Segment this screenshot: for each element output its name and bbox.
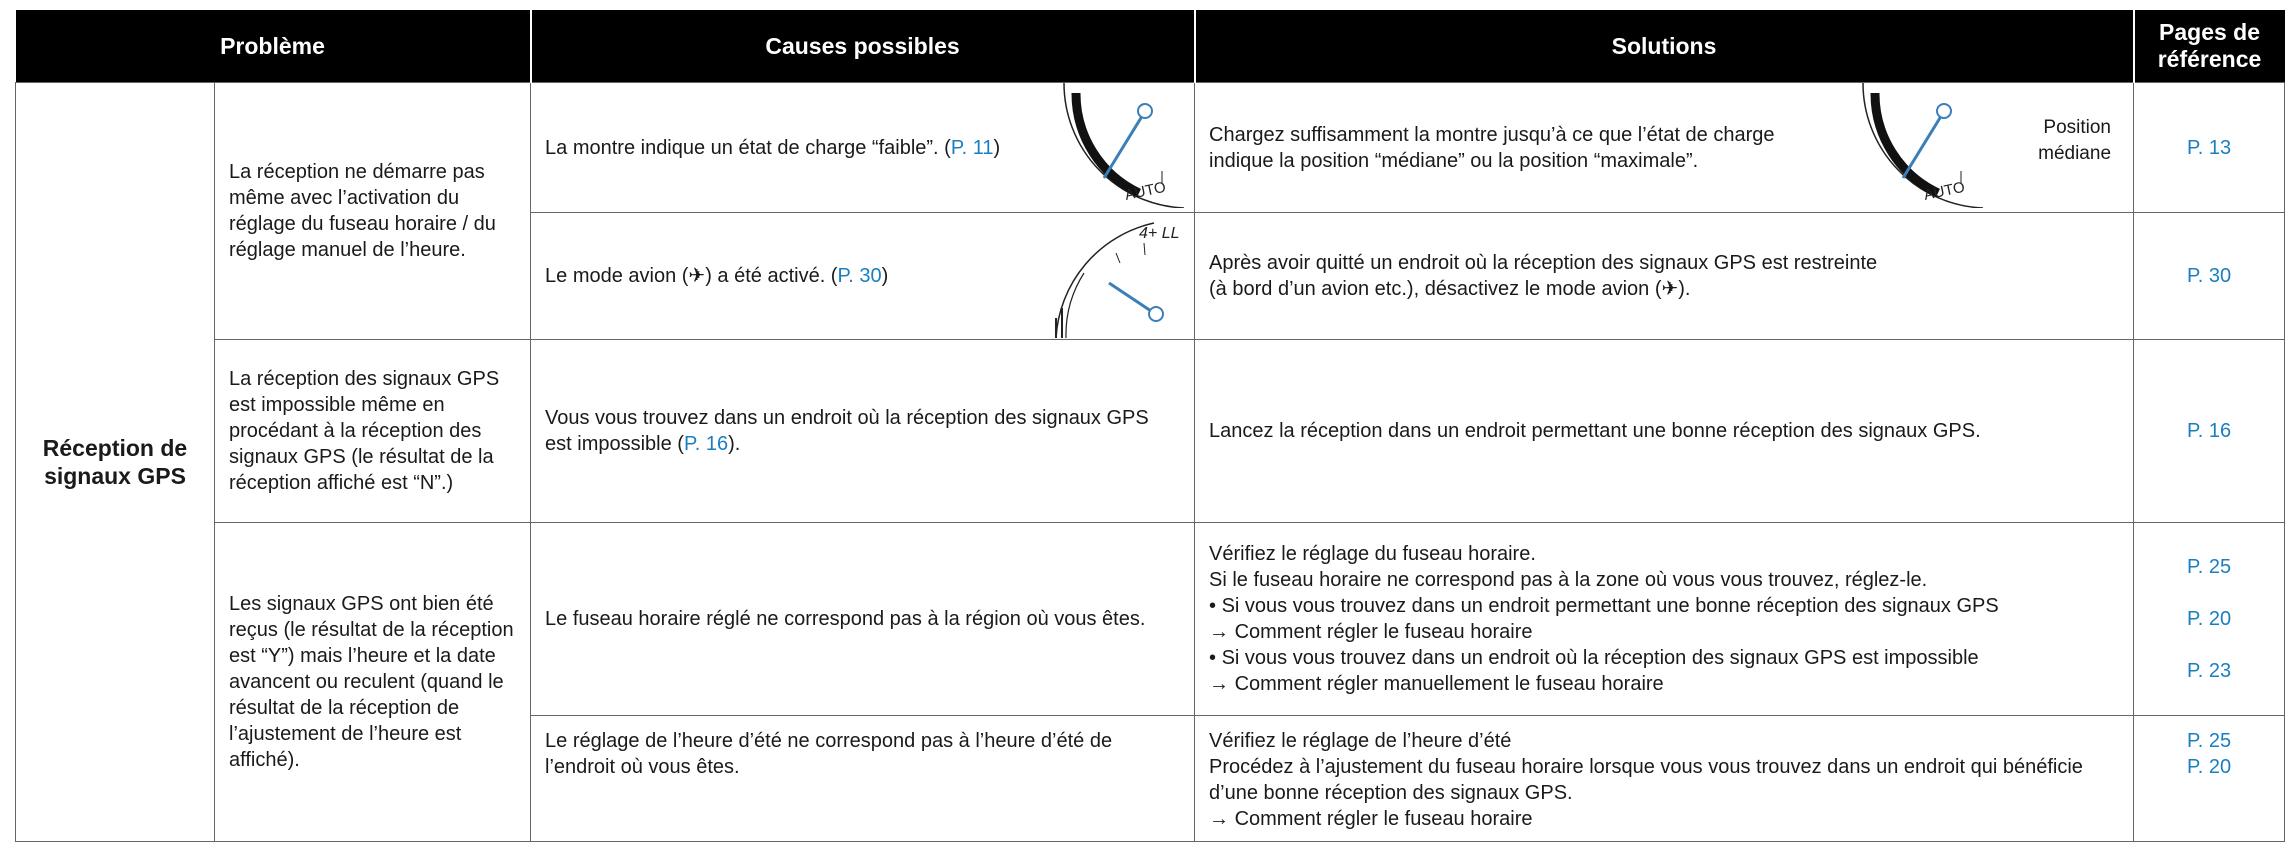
text: La montre indique un état de charge “fai… xyxy=(545,136,951,159)
text: ). xyxy=(728,433,741,455)
cause-cell: Le fuseau horaire réglé ne correspond pa… xyxy=(530,522,1196,716)
solution-cell: Chargez suffisamment la montre jusqu’à c… xyxy=(1194,82,2135,213)
page: Problème Causes possibles Solutions Page… xyxy=(15,10,2286,842)
solution-line: → Comment régler le fuseau horaire xyxy=(1209,808,1533,830)
cause-text: La montre indique un état de charge “fai… xyxy=(545,135,1180,161)
watch-label: 4+ LL xyxy=(1139,225,1179,242)
solution-line: Après avoir quitté un endroit où la réce… xyxy=(1209,252,1878,274)
solution-line: Vérifiez le réglage du fuseau horaire. xyxy=(1209,543,1536,565)
pages-cell: P. 13 xyxy=(2133,82,2286,213)
text: Vous vous trouvez dans un endroit où la … xyxy=(545,407,1149,455)
solution-line: (à bord d’un avion etc.), désactivez le … xyxy=(1209,278,1691,300)
cause-cell: Le réglage de l’heure d’été ne correspon… xyxy=(530,715,1196,842)
table-row: La réception des signaux GPS est impossi… xyxy=(16,339,2286,523)
cause-cell: Le mode avion (✈) a été activé. (P. 30) 4… xyxy=(530,212,1196,340)
cause-text: Le fuseau horaire réglé ne correspond pa… xyxy=(545,606,1180,632)
solution-cell: Vérifiez le réglage du fuseau horaire. Si… xyxy=(1194,522,2135,716)
cause-text: Vous vous trouvez dans un endroit où la … xyxy=(545,405,1180,457)
watch-caption: Position médiane xyxy=(2038,117,2112,164)
page-ref: P. 20 xyxy=(2186,756,2232,778)
text: ) xyxy=(881,265,889,287)
page-ref: P. 13 xyxy=(2186,136,2232,159)
watch-illustration: 4+ LL xyxy=(1055,222,1180,338)
cause-cell: La montre indique un état de charge “fai… xyxy=(530,82,1196,213)
table-row: Les signaux GPS ont bien été reçus (le r… xyxy=(16,522,2286,842)
page-link: P. 11 xyxy=(950,136,994,159)
solution-line: Procédez à l’ajustement du fuseau horair… xyxy=(1209,756,2083,804)
solution-line: • Si vous vous trouvez dans un endroit o… xyxy=(1209,647,1979,669)
solution-line: → Comment régler manuellement le fuseau … xyxy=(1209,673,1664,695)
pages-cell: P. 25 P. 20 P. 23 xyxy=(2133,522,2286,716)
table-row: Le mode avion (✈) a été activé. (P. 30) 4… xyxy=(16,212,2286,340)
page-link: P. 30 xyxy=(837,265,882,287)
problem-cell: La réception des signaux GPS est impossi… xyxy=(213,339,532,523)
text: ) xyxy=(993,136,1001,159)
troubleshooting-table: Problème Causes possibles Solutions Page… xyxy=(15,10,2286,842)
header-cell: Solutions xyxy=(1193,10,2134,83)
problem-cell: Les signaux GPS ont bien été reçus (le r… xyxy=(213,522,532,842)
solution-line: → Comment régler le fuseau horaire xyxy=(1209,621,1533,643)
cause-text: Le mode avion (✈) a été activé. (P. 30) xyxy=(545,263,1180,289)
watch-illustration: AUTO xyxy=(1862,83,1984,208)
page-link: P. 16 xyxy=(683,433,729,455)
solution-line: Si le fuseau horaire ne correspond pas à… xyxy=(1209,569,1928,591)
header-cell: Causes possibles xyxy=(529,10,1195,83)
solution-line: • Si vous vous trouvez dans un endroit p… xyxy=(1209,595,1999,617)
text: Le mode avion (✈) a été activé. ( xyxy=(545,265,838,287)
solution-line: Chargez suffisamment la montre jusqu’à c… xyxy=(1209,123,1775,146)
watch-illustration: AUTO xyxy=(1063,83,1185,208)
table-row: Le réglage de l’heure d’été ne correspon… xyxy=(16,715,2286,842)
solution-line: indique la position “médiane” ou la posi… xyxy=(1209,149,1699,172)
table-row: Réception de signaux GPS La réception ne … xyxy=(15,82,2286,842)
solution-line: Vérifiez le réglage de l’heure d’été xyxy=(1209,730,1512,752)
text: Le fuseau horaire réglé ne correspond pa… xyxy=(545,608,1146,630)
solution-line: Lancez la réception dans un endroit perm… xyxy=(1209,420,1981,442)
header-row: Problème Causes possibles Solutions Page… xyxy=(15,10,2285,83)
page-ref: P. 16 xyxy=(2186,420,2232,442)
header-cell: Pages de référence xyxy=(2132,10,2285,83)
problem-cell: La réception ne démarre pas même avec l’… xyxy=(213,82,532,340)
page-ref: P. 20 xyxy=(2186,608,2232,630)
solution-cell: Vérifiez le réglage de l’heure d’été Proc… xyxy=(1194,715,2135,842)
page-ref: P. 23 xyxy=(2186,660,2232,682)
pages-cell: P. 16 xyxy=(2133,339,2286,523)
page-ref: P. 25 xyxy=(2186,730,2232,752)
cause-cell: Vous vous trouvez dans un endroit où la … xyxy=(530,339,1196,523)
cause-text: Le réglage de l’heure d’été ne correspon… xyxy=(545,728,1180,780)
page-ref: P. 30 xyxy=(2186,265,2232,287)
pages-cell: P. 30 xyxy=(2133,212,2286,340)
pages-cell: P. 25 P. 20 xyxy=(2133,715,2286,842)
page-ref: P. 25 xyxy=(2186,556,2232,578)
solution-cell: Après avoir quitté un endroit où la réce… xyxy=(1194,212,2135,340)
text: Le réglage de l’heure d’été ne correspon… xyxy=(545,730,1113,778)
category-cell: Réception de signaux GPS xyxy=(15,82,215,842)
header-cell: Problème xyxy=(15,10,531,83)
solution-cell: Lancez la réception dans un endroit perm… xyxy=(1194,339,2135,523)
